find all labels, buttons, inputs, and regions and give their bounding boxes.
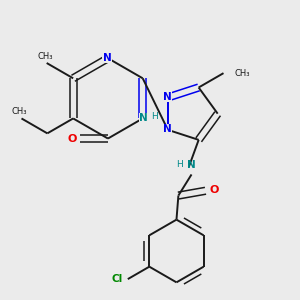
Text: N: N bbox=[163, 92, 172, 102]
Text: CH₃: CH₃ bbox=[12, 107, 27, 116]
Text: H: H bbox=[152, 112, 158, 121]
Text: CH₃: CH₃ bbox=[37, 52, 52, 61]
Text: O: O bbox=[209, 184, 219, 195]
Text: N: N bbox=[187, 160, 196, 170]
Text: O: O bbox=[67, 134, 77, 143]
Text: H: H bbox=[176, 160, 183, 169]
Text: Cl: Cl bbox=[112, 274, 123, 284]
Text: N: N bbox=[139, 113, 148, 124]
Text: N: N bbox=[163, 124, 172, 134]
Text: CH₃: CH₃ bbox=[235, 69, 250, 78]
Text: N: N bbox=[103, 53, 112, 63]
